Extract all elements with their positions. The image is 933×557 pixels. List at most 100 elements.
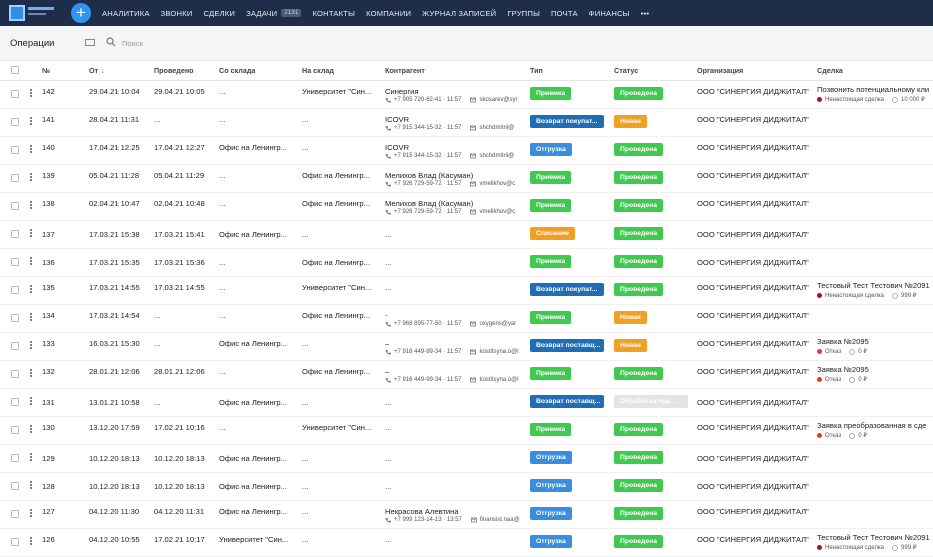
row-checkbox[interactable] — [11, 146, 19, 154]
type-badge: Отгрузка — [530, 143, 572, 156]
to-wh: Университет "Син... — [302, 423, 372, 432]
row-menu[interactable] — [30, 89, 32, 98]
table-row[interactable]: 136 17.03.21 15:35 17.03.21 15:36... Офис н… — [0, 248, 933, 277]
row-checkbox[interactable] — [11, 314, 19, 322]
row-menu[interactable] — [30, 285, 32, 294]
deal-state-dot — [817, 377, 822, 382]
row-menu[interactable] — [30, 257, 32, 266]
nav-item[interactable]: ЖУРНАЛ ЗАПИСЕЙ — [422, 8, 497, 18]
row-menu[interactable] — [30, 509, 32, 518]
num: 132 — [42, 367, 55, 376]
phone-icon — [385, 350, 391, 355]
table-row[interactable]: 127 04.12.20 11:30 04.12.20 11:31 Офис на Л… — [0, 500, 933, 529]
status-badge: Проведена — [614, 535, 664, 548]
table-row[interactable]: 137 17.03.21 15:38 17.03.21 15:41 Офис на Л… — [0, 220, 933, 249]
table-row[interactable]: 134 17.03.21 14:54...... Офис на Ленингр..… — [0, 304, 933, 333]
table-row[interactable]: 129 10.12.20 18:13 10.12.20 18:13 Офис на Л… — [0, 444, 933, 473]
row-checkbox[interactable] — [11, 202, 19, 210]
add-button[interactable]: + — [71, 3, 91, 23]
column-header: Со склада — [219, 66, 256, 75]
table-row[interactable]: 132 28.01.21 12:06 28.01.21 12:06... Офис н… — [0, 360, 933, 389]
row-checkbox[interactable] — [11, 342, 19, 350]
contractor-phone: +7 905 720-62-41 · 11:57 — [394, 97, 462, 103]
done: 04.12.20 11:31 — [154, 507, 205, 516]
table-row[interactable]: 135 17.03.21 14:55 17.03.21 14:55... Универ… — [0, 276, 933, 305]
contractor-name: Некрасова Алевтина — [385, 507, 459, 516]
row-checkbox[interactable] — [11, 90, 19, 98]
row-checkbox[interactable] — [11, 370, 19, 378]
row-menu[interactable] — [30, 229, 32, 238]
row-menu[interactable] — [30, 117, 32, 126]
logo[interactable] — [9, 5, 25, 21]
table-row[interactable]: 131 13.01.21 10:58... Офис на Ленингр.....… — [0, 388, 933, 417]
table-row[interactable]: 141 28.04.21 11:31......... ICOVR +7 915 34… — [0, 108, 933, 137]
deal-state: Отказ — [825, 348, 842, 355]
phone-icon — [385, 154, 391, 159]
row-menu[interactable] — [30, 453, 32, 462]
table-row[interactable]: 126 04.12.20 10:55 17.02.21 10:17 Университ… — [0, 528, 933, 557]
row-menu[interactable] — [30, 341, 32, 350]
contractor-email: vmelikhov@c — [479, 181, 516, 187]
row-menu[interactable] — [30, 173, 32, 182]
column-header[interactable]: От ↓ — [89, 66, 105, 75]
nav-item[interactable]: ФИНАНСЫ — [588, 8, 630, 18]
mail-icon — [470, 209, 477, 215]
nav-item[interactable]: АНАЛИТИКА — [102, 8, 150, 18]
organization: ООО "СИНЕРГИЯ ДИДЖИТАЛ" — [697, 199, 809, 208]
nav-item[interactable]: КОНТАКТЫ — [312, 8, 356, 18]
nav-more[interactable]: ••• — [640, 8, 650, 18]
row-menu[interactable] — [30, 369, 32, 378]
row-checkbox[interactable] — [11, 510, 19, 518]
row-checkbox[interactable] — [11, 230, 19, 238]
row-checkbox[interactable] — [11, 426, 19, 434]
table-row[interactable]: 138 02.04.21 10:47 02.04.21 10:48... Офис н… — [0, 192, 933, 221]
table-row[interactable]: 133 16.03.21 15:30... Офис на Ленингр.....… — [0, 332, 933, 361]
table-row[interactable]: 130 13.12.20 17:59 17.02.21 10:16... Универ… — [0, 416, 933, 445]
type-badge: Приемка — [530, 423, 572, 436]
select-all[interactable] — [11, 66, 19, 74]
row-checkbox[interactable] — [11, 258, 19, 266]
nav-item[interactable]: ГРУППЫ — [507, 8, 541, 18]
row-checkbox[interactable] — [11, 398, 19, 406]
row-menu[interactable] — [30, 425, 32, 434]
type-badge: Приемка — [530, 367, 572, 380]
num: 136 — [42, 258, 55, 267]
row-checkbox[interactable] — [11, 538, 19, 546]
row-checkbox[interactable] — [11, 482, 19, 490]
contractor-contacts: +7 915 344-15-32 · 11:57 shchdmitrii@ — [385, 153, 514, 159]
phone-icon — [385, 210, 391, 215]
organization: ООО "СИНЕРГИЯ ДИДЖИТАЛ" — [697, 454, 809, 463]
sort-arrow[interactable]: ↓ — [101, 66, 105, 75]
num: 126 — [42, 535, 55, 544]
contractor-contacts: +7 999 123-14-13 · 13:57 finansist.naa@ — [385, 517, 520, 523]
column-header: На склад — [302, 66, 334, 75]
nav-item[interactable]: ЗВОНКИ — [160, 8, 193, 18]
contractor-name: ... — [385, 230, 392, 239]
done: 28.01.21 12:06 — [154, 367, 205, 376]
row-checkbox[interactable] — [11, 286, 19, 294]
row-menu[interactable] — [30, 145, 32, 154]
row-checkbox[interactable] — [11, 118, 19, 126]
nav-item[interactable]: КОМПАНИИ — [366, 8, 412, 18]
column-header: Сделка — [817, 66, 843, 75]
nav-item[interactable]: СДЕЛКИ — [203, 8, 236, 18]
table-row[interactable]: 139 05.04.21 11:28 05.04.21 11:29... Офис н… — [0, 164, 933, 193]
table-row[interactable]: 140 17.04.21 12:25 17.04.21 12:27 Офис на Л… — [0, 136, 933, 165]
done: 17.03.21 15:41 — [154, 230, 205, 239]
view-toggle[interactable] — [85, 39, 95, 46]
table-row[interactable]: 128 10.12.20 18:13 10.12.20 18:13 Офис на Л… — [0, 472, 933, 501]
row-menu[interactable] — [30, 537, 32, 546]
search-input[interactable]: Поиск — [122, 39, 143, 48]
row-menu[interactable] — [30, 481, 32, 490]
row-checkbox[interactable] — [11, 454, 19, 462]
row-checkbox[interactable] — [11, 174, 19, 182]
num: 128 — [42, 482, 55, 491]
nav-item[interactable]: ПОЧТА — [551, 8, 578, 18]
row-menu[interactable] — [30, 201, 32, 210]
type-badge: Приемка — [530, 255, 572, 268]
nav-item[interactable]: ЗАДАЧИ — [246, 8, 278, 18]
contractor-contacts: +7 926 729-59-72 · 11:57 vmelikhov@c — [385, 181, 515, 187]
row-menu[interactable] — [30, 397, 32, 406]
table-row[interactable]: 142 29.04.21 10:04 29.04.21 10:05... Универ… — [0, 80, 933, 109]
row-menu[interactable] — [30, 313, 32, 322]
